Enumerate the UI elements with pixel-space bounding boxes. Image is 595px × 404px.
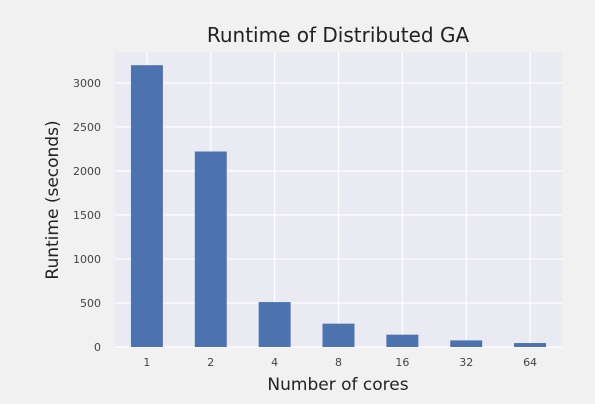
y-tick-label: 2000 bbox=[73, 165, 101, 178]
x-tick-label: 1 bbox=[143, 356, 150, 369]
y-tick-label: 1500 bbox=[73, 209, 101, 222]
x-tick-labels: 1 2 4 8 16 32 64 bbox=[143, 356, 537, 369]
x-tick-label: 64 bbox=[523, 356, 537, 369]
y-tick-label: 0 bbox=[94, 341, 101, 354]
y-tick-label: 500 bbox=[80, 297, 101, 310]
chart-title: Runtime of Distributed GA bbox=[207, 23, 470, 47]
bar-cores-16 bbox=[386, 334, 419, 347]
y-tick-label: 3000 bbox=[73, 77, 101, 90]
x-axis-label: Number of cores bbox=[267, 375, 408, 395]
x-tick-label: 8 bbox=[335, 356, 342, 369]
bar-cores-64 bbox=[514, 343, 547, 347]
y-tick-label: 1000 bbox=[73, 253, 101, 266]
y-tick-labels: 0 500 1000 1500 2000 2500 3000 bbox=[73, 77, 101, 354]
x-tick-label: 32 bbox=[459, 356, 473, 369]
x-tick-label: 4 bbox=[271, 356, 278, 369]
bar-cores-1 bbox=[130, 65, 163, 347]
y-axis-label: Runtime (seconds) bbox=[43, 120, 63, 279]
x-tick-label: 16 bbox=[395, 356, 409, 369]
bar-cores-32 bbox=[450, 340, 483, 347]
x-tick-label: 2 bbox=[207, 356, 214, 369]
bar-cores-2 bbox=[194, 151, 227, 347]
bar-cores-4 bbox=[258, 302, 291, 347]
bar-cores-8 bbox=[322, 323, 355, 347]
bars bbox=[130, 65, 547, 347]
y-tick-label: 2500 bbox=[73, 121, 101, 134]
